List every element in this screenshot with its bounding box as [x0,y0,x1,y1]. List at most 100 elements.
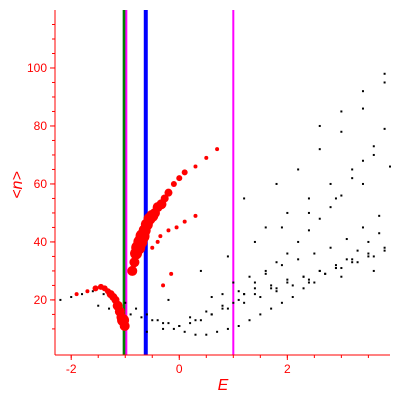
black-point [108,307,111,310]
black-point [286,252,289,255]
y-tick-label: 100 [27,61,47,75]
black-point [210,296,213,299]
red-point [169,271,174,276]
black-point [313,252,316,255]
black-point [351,168,354,171]
black-point [205,333,208,336]
black-point [378,214,381,217]
black-point [318,148,321,151]
black-point [378,232,381,235]
black-point [162,322,165,325]
black-point [372,269,375,272]
black-point [135,307,138,310]
black-point [318,269,321,272]
red-point [174,225,179,230]
black-point [145,330,148,333]
black-point [340,110,343,113]
black-point [372,255,375,258]
black-point [367,252,370,255]
black-point [237,298,240,301]
black-point [340,194,343,197]
black-point [248,319,251,322]
black-point [291,284,294,287]
black-point [307,197,310,200]
black-point [329,246,332,249]
black-point [178,325,181,328]
black-point [329,206,332,209]
black-point [383,72,386,75]
black-point [307,211,310,214]
black-point [351,177,354,180]
black-point [243,197,246,200]
black-point [199,319,202,322]
y-tick-label: 40 [34,235,48,249]
black-point [318,124,321,127]
red-point [182,219,187,224]
red-point [215,147,220,152]
black-point [340,130,343,133]
black-point [270,284,273,287]
black-point [340,267,343,270]
black-point [297,168,300,171]
black-point [286,281,289,284]
black-point [286,211,289,214]
black-point [383,246,386,249]
black-point [351,261,354,264]
red-point [119,321,130,332]
red-data-points [74,147,220,332]
black-point [307,281,310,284]
black-point [237,290,240,293]
y-tick-label: 20 [34,293,48,307]
black-point [81,293,84,296]
black-point [59,298,62,301]
black-point [389,165,391,168]
y-axis-label: <n> [9,171,26,199]
black-point [280,264,283,267]
x-tick-label: 2 [284,362,291,376]
black-point [356,249,359,252]
black-point [361,107,364,110]
black-point [205,310,208,313]
black-point [372,153,375,156]
black-point [345,258,348,261]
black-point [156,319,159,322]
black-point [232,281,235,284]
black-point [221,293,224,296]
black-point [313,281,316,284]
black-point [318,217,321,220]
red-point [181,169,188,176]
black-point [345,238,348,241]
black-point [297,258,300,261]
black-point [270,307,273,310]
black-point [329,182,332,185]
red-point [129,257,140,268]
x-tick-label: -2 [66,362,77,376]
black-point [334,264,337,267]
red-point [158,234,163,239]
y-tick-label: 80 [34,119,48,133]
black-point [259,296,262,299]
red-point [74,292,79,297]
black-point [280,226,283,229]
black-point [124,301,127,304]
black-point [351,258,354,261]
black-point [307,229,310,232]
black-point [253,293,256,296]
black-point [140,316,143,319]
black-point [264,272,267,275]
black-point [275,261,278,264]
black-point [70,296,73,299]
black-point [275,182,278,185]
black-point [253,287,256,290]
black-point [210,313,213,316]
black-point [232,301,235,304]
red-point [170,180,177,187]
black-point [221,307,224,310]
black-point [302,275,305,278]
black-point [151,319,154,322]
x-axis-label: E [218,377,229,394]
black-point [91,290,94,293]
black-point [162,327,165,330]
x-tick-label: 0 [176,362,183,376]
